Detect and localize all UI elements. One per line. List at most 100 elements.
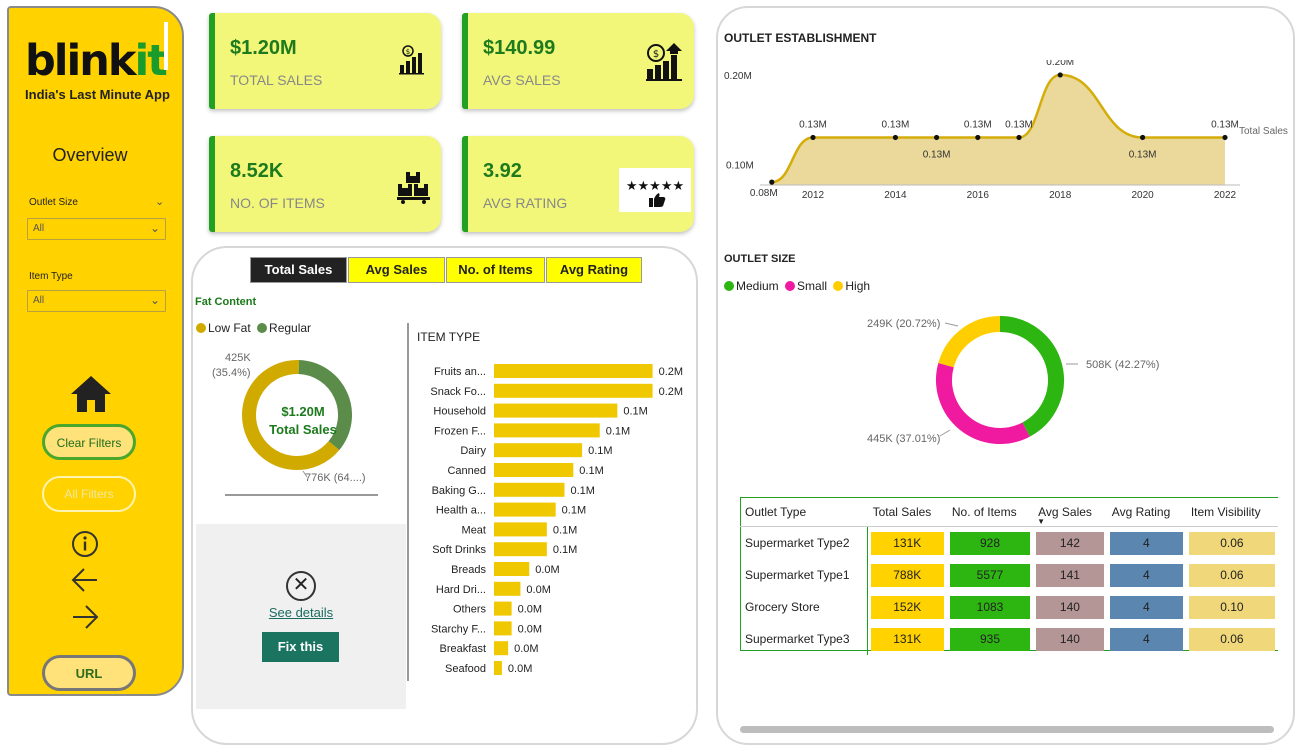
fat-legend: Low Fat Regular (196, 321, 311, 335)
legend-label-small: Small (797, 279, 828, 293)
cell-value: 1083 (949, 595, 1031, 619)
column-header[interactable]: No. of Items (946, 497, 1034, 527)
data-label: 776K (64....) (305, 472, 366, 484)
table-row[interactable]: Grocery Store 152K 1083 140 4 0.10 (740, 591, 1278, 623)
y-tick-label: 0.10M (726, 160, 754, 171)
bar (494, 443, 583, 458)
cell-value: 131K (870, 627, 944, 651)
bar (494, 661, 502, 675)
donut-center-value: $1.20M (281, 404, 324, 419)
column-header[interactable]: Avg Rating (1106, 497, 1186, 527)
table-header-row: Outlet Type Total Sales No. of Items Avg… (740, 497, 1278, 527)
outlet-establishment-title: OUTLET ESTABLISHMENT (724, 31, 877, 45)
close-circle-icon[interactable]: ✕ (286, 571, 316, 601)
cell-value: 788K (870, 563, 944, 587)
data-label: 0.13M (964, 119, 992, 130)
data-point (769, 179, 775, 185)
data-label: 0.13M (1129, 149, 1157, 160)
bar (494, 482, 565, 497)
right-panel (716, 6, 1295, 745)
column-header[interactable]: Item Visibility (1185, 497, 1278, 527)
table-row[interactable]: Supermarket Type2 131K 928 142 4 0.06 (740, 527, 1278, 559)
svg-text:$: $ (653, 49, 659, 60)
chevron-down-icon[interactable]: ⌄ (155, 196, 165, 208)
bar (494, 542, 547, 557)
value-cell: 142 (1033, 527, 1107, 559)
bar-data-label: 0.0M (535, 564, 559, 576)
chevron-down-icon: ⌄ (149, 293, 160, 307)
bar-data-label: 0.1M (588, 445, 612, 457)
data-label: (35.4%) (212, 367, 251, 379)
cell-value: 5577 (949, 563, 1031, 587)
cell-value: 0.06 (1188, 531, 1275, 555)
donut-slice (938, 316, 1001, 368)
forward-arrow-icon[interactable] (69, 602, 101, 632)
outlet-size-legend: Medium Small High (724, 279, 870, 293)
fix-this-button[interactable]: Fix this (262, 632, 339, 662)
bar-data-label: 0.0M (526, 584, 550, 596)
data-label: 0.13M (1211, 119, 1239, 130)
outlet-type-cell: Supermarket Type3 (740, 623, 868, 655)
donut-slice (298, 360, 352, 451)
table-row[interactable]: Supermarket Type3 131K 935 140 4 0.06 (740, 623, 1278, 655)
item-type-select[interactable]: All ⌄ (27, 290, 166, 312)
value-cell: 0.10 (1186, 591, 1278, 623)
horizontal-scrollbar[interactable] (740, 726, 1274, 733)
see-details-link[interactable]: See details (268, 605, 334, 620)
value-cell: 140 (1033, 591, 1107, 623)
data-point (1140, 134, 1146, 141)
data-label: 445K (37.01%) (867, 433, 940, 445)
home-icon[interactable] (69, 374, 113, 414)
outlet-type-cell: Supermarket Type2 (740, 527, 868, 559)
donut-slice (242, 360, 340, 470)
back-arrow-icon[interactable] (69, 565, 101, 595)
url-button[interactable]: URL (42, 655, 136, 691)
bar (494, 502, 556, 517)
bar-category-label: Soft Drinks (432, 544, 486, 556)
all-filters-button[interactable]: All Filters (42, 476, 136, 512)
bar-data-label: 0.1M (553, 524, 577, 536)
cell-value: 0.10 (1188, 595, 1275, 619)
area-fill (771, 74, 1225, 185)
star-rating-icon: ★★★★★ (619, 168, 691, 212)
info-icon[interactable] (70, 529, 100, 559)
kpi-label: AVG SALES (483, 72, 561, 88)
data-label: 0.08M (750, 188, 778, 199)
bar-data-label: 0.1M (579, 465, 603, 477)
outlet-size-value: All (33, 223, 45, 234)
clear-filters-button[interactable]: Clear Filters (42, 424, 136, 460)
column-header-sorted[interactable]: Avg Sales ▼ (1033, 497, 1107, 527)
data-point (975, 134, 981, 141)
tab-avg-sales[interactable]: Avg Sales (348, 257, 445, 283)
value-cell: 4 (1107, 623, 1186, 655)
x-tick-label: 2020 (1131, 190, 1154, 201)
vertical-divider (407, 323, 409, 681)
x-tick-label: 2018 (1049, 190, 1072, 201)
tab-total-sales[interactable]: Total Sales (250, 257, 347, 283)
value-cell: 131K (868, 527, 947, 559)
bar-category-label: Snack Fo... (430, 386, 486, 398)
bar-data-label: 0.1M (606, 425, 630, 437)
legend-label-regular: Regular (269, 321, 312, 335)
kpi-label: NO. OF ITEMS (230, 195, 325, 211)
donut-slice (936, 362, 1030, 444)
donut-slice (999, 316, 1064, 437)
error-panel (196, 524, 406, 709)
value-cell: 0.06 (1186, 527, 1278, 559)
tagline: India's Last Minute App (25, 87, 170, 102)
outlet-size-select[interactable]: All ⌄ (27, 218, 166, 240)
cell-value: 928 (949, 531, 1031, 555)
bar (494, 383, 653, 398)
page-title: Overview (52, 145, 128, 165)
cell-value: 141 (1036, 563, 1104, 587)
cell-value: 0.06 (1188, 563, 1275, 587)
kpi-card-total-sales: $1.20M TOTAL SALES $ (209, 13, 441, 109)
tab-avg-rating[interactable]: Avg Rating (546, 257, 642, 283)
legend-dot (257, 323, 268, 333)
tab-no-of-items[interactable]: No. of Items (446, 257, 545, 283)
column-header[interactable]: Total Sales (867, 497, 947, 527)
bar (494, 403, 618, 418)
table-row[interactable]: Supermarket Type1 788K 5577 141 4 0.06 (740, 559, 1278, 591)
column-header[interactable]: Outlet Type (740, 497, 868, 527)
outlet-size-filter-label: Outlet Size (29, 197, 78, 208)
